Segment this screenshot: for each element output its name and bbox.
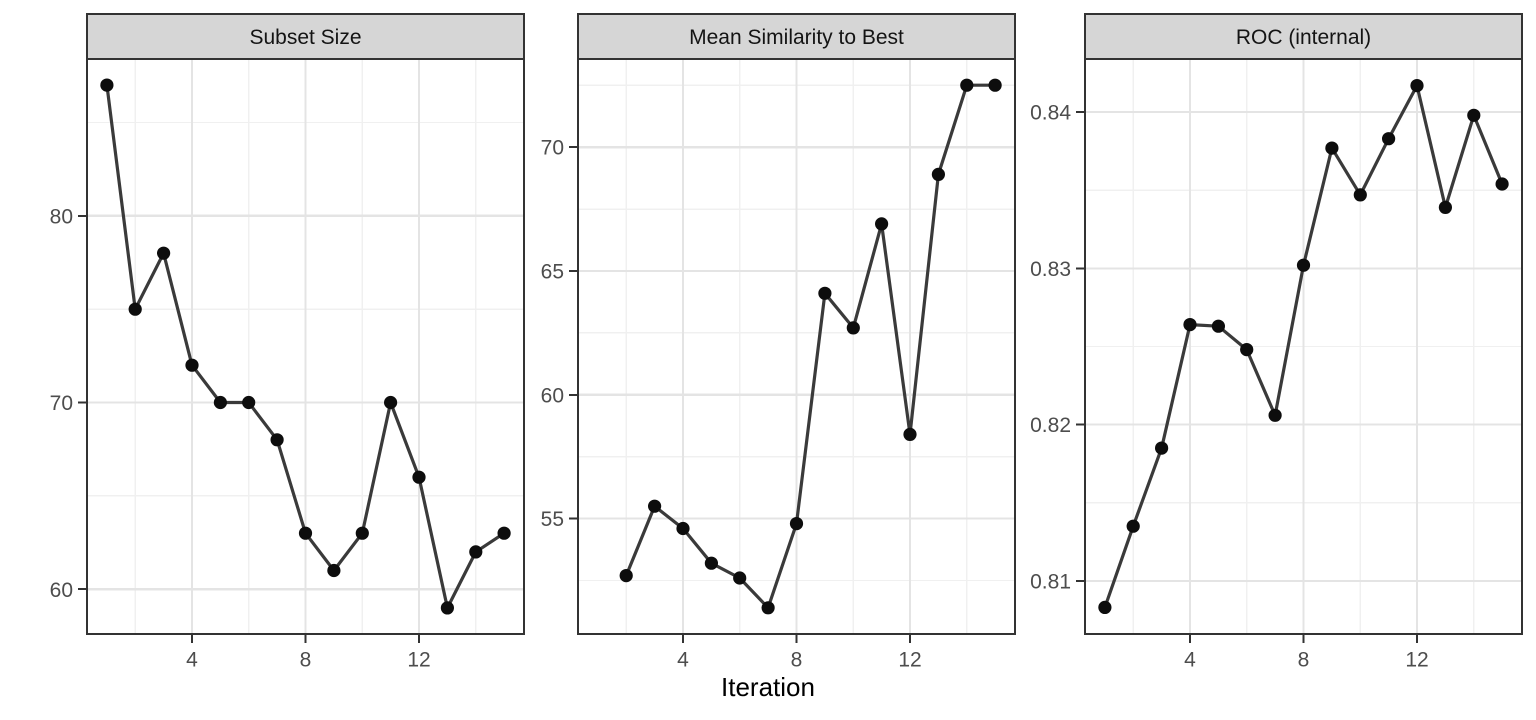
- data-point: [1495, 177, 1509, 191]
- x-tick-label: 4: [677, 649, 689, 672]
- facet-strip: [1084, 13, 1523, 60]
- x-tick-label: 8: [791, 649, 803, 672]
- data-point: [1382, 132, 1396, 146]
- data-point: [988, 78, 1002, 92]
- data-point: [1126, 519, 1140, 533]
- x-axis-title: Iteration: [721, 672, 815, 702]
- data-point: [903, 427, 917, 441]
- data-point: [733, 571, 747, 585]
- y-tick-label: 55: [541, 508, 564, 531]
- data-point: [875, 217, 889, 231]
- y-tick-label: 0.82: [1030, 414, 1071, 437]
- data-point: [242, 395, 256, 410]
- data-point: [298, 526, 313, 540]
- data-point: [846, 321, 860, 335]
- x-tick-label: 12: [407, 649, 430, 672]
- y-tick-label: 70: [541, 137, 564, 160]
- data-point: [100, 78, 114, 92]
- x-tick-label: 8: [300, 649, 312, 672]
- data-point: [761, 601, 775, 615]
- data-point: [1296, 258, 1311, 272]
- data-point: [1467, 108, 1481, 122]
- facet-strip: [577, 13, 1016, 60]
- y-tick-label: 80: [50, 205, 73, 228]
- x-tick-label: 12: [1405, 649, 1428, 672]
- data-point: [270, 433, 284, 447]
- data-point: [1353, 188, 1367, 202]
- y-tick-label: 60: [50, 579, 73, 602]
- data-point: [497, 526, 511, 540]
- data-point: [1098, 600, 1112, 615]
- data-point: [1410, 79, 1424, 93]
- data-point: [1268, 408, 1282, 422]
- data-point: [960, 78, 974, 92]
- y-tick-label: 70: [50, 392, 73, 415]
- data-point: [818, 286, 832, 300]
- y-tick-label: 0.84: [1030, 102, 1071, 125]
- data-point: [213, 395, 227, 410]
- x-tick-label: 12: [898, 649, 921, 672]
- y-tick-label: 65: [541, 261, 564, 284]
- x-tick-label: 4: [186, 649, 198, 672]
- data-point: [704, 556, 719, 570]
- data-point: [619, 569, 633, 583]
- data-point: [355, 526, 369, 540]
- facet-strip-title: Subset Size: [249, 26, 361, 49]
- data-point: [1438, 200, 1452, 214]
- data-point: [440, 601, 454, 615]
- data-point: [384, 395, 398, 410]
- y-tick-label: 60: [541, 384, 564, 407]
- data-point: [412, 470, 426, 484]
- facet-strip-title: ROC (internal): [1236, 26, 1371, 49]
- x-tick-label: 4: [1184, 649, 1196, 672]
- data-point: [185, 358, 199, 372]
- facet-strip: [86, 13, 525, 60]
- data-point: [128, 302, 142, 316]
- data-point: [469, 545, 483, 559]
- y-tick-label: 0.83: [1030, 258, 1071, 281]
- facet-strip-title: Mean Similarity to Best: [689, 26, 904, 49]
- data-point: [648, 499, 662, 513]
- data-point: [1325, 141, 1339, 155]
- y-tick-label: 0.81: [1030, 570, 1071, 593]
- data-point: [157, 246, 171, 260]
- data-point: [1211, 319, 1225, 333]
- series-line: [624, 83, 997, 610]
- data-point: [1155, 441, 1169, 455]
- data-point: [676, 521, 690, 536]
- data-point: [931, 167, 946, 181]
- data-point: [1240, 343, 1254, 357]
- x-tick-label: 8: [1298, 649, 1310, 672]
- data-point: [789, 517, 804, 531]
- data-point: [327, 563, 341, 578]
- data-point: [1183, 318, 1197, 332]
